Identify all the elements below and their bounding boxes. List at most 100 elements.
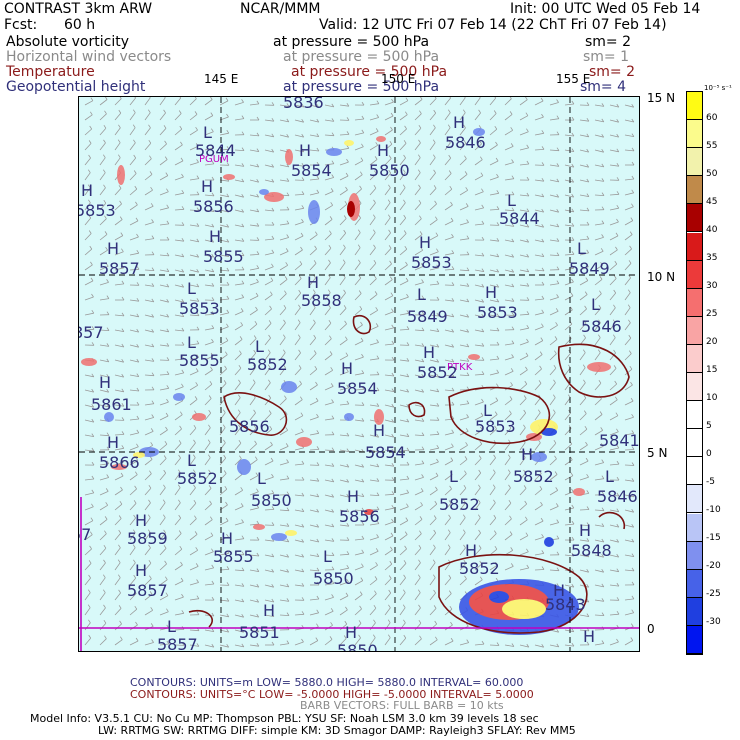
wind-barb-flag <box>314 245 317 250</box>
wind-barb <box>324 262 331 271</box>
wind-barb <box>84 264 93 271</box>
wind-barb-flag <box>208 409 212 414</box>
wind-barb-flag <box>600 427 604 431</box>
wind-barb-flag <box>136 429 140 434</box>
wind-barb <box>324 386 334 391</box>
wind-barb <box>204 629 214 632</box>
wind-barb <box>294 554 304 558</box>
wind-barb-flag <box>540 97 544 102</box>
wind-barb <box>579 599 589 603</box>
wind-barb-flag <box>241 598 245 603</box>
wind-barb <box>339 464 349 468</box>
wind-barb-flag <box>181 313 185 317</box>
wind-barb-flag <box>403 230 407 234</box>
wind-barb <box>204 412 212 421</box>
wind-barb-flag <box>331 508 335 513</box>
wind-barb-flag <box>463 499 466 504</box>
wind-barb <box>189 442 196 451</box>
wind-barb-flag <box>406 326 410 330</box>
wind-barb-flag <box>346 384 350 389</box>
wind-barb-flag <box>406 310 410 314</box>
wind-barb <box>114 98 122 106</box>
wind-barb <box>474 502 481 511</box>
wind-barb <box>189 239 199 243</box>
wind-barb-flag <box>631 430 635 434</box>
wind-barb-flag <box>91 293 94 298</box>
wind-barb-flag <box>556 238 560 242</box>
wind-barb <box>384 404 394 408</box>
wind-barb-flag <box>148 124 151 129</box>
wind-barb <box>204 284 214 287</box>
wind-barb <box>579 367 586 376</box>
wind-barb-flag <box>541 208 545 213</box>
colorbar-tick: 20 <box>706 337 718 347</box>
wind-barb-flag <box>106 403 110 408</box>
wind-barb-flag <box>224 365 227 370</box>
wind-barb <box>354 538 364 541</box>
wind-barb-flag <box>346 158 349 163</box>
wind-barb <box>114 188 122 196</box>
wind-barb <box>144 403 154 406</box>
high-marker: H <box>209 227 222 246</box>
wind-barb-flag <box>450 201 453 206</box>
wind-barb-flag <box>256 163 260 168</box>
wind-barb <box>564 281 574 286</box>
wind-barb <box>399 248 408 256</box>
wind-barb-flag <box>316 430 320 434</box>
station-label-ptkk: PTKK <box>447 362 473 373</box>
wind-barb-flag <box>151 313 155 318</box>
wind-barb-flag <box>508 484 511 489</box>
wind-barb <box>249 475 259 481</box>
wind-barb <box>264 397 272 406</box>
wind-barb-flag <box>523 409 527 414</box>
wind-barb <box>234 474 243 481</box>
wind-barb <box>339 355 349 361</box>
wind-barb <box>189 314 200 317</box>
wind-barb-flag <box>195 382 199 386</box>
wind-barb-flag <box>196 223 200 227</box>
wind-barb <box>84 114 93 121</box>
wind-barb-flag <box>586 148 590 153</box>
wind-barb-flag <box>194 410 197 414</box>
wind-barb-flag <box>196 268 200 273</box>
wind-barb <box>264 476 274 481</box>
wind-barb-flag <box>91 447 95 452</box>
wind-barb-flag <box>630 381 633 386</box>
wind-barb-flag <box>105 488 109 492</box>
wind-barb-flag <box>569 456 573 461</box>
wind-barb-flag <box>88 634 92 639</box>
wind-barb <box>519 284 529 287</box>
wind-barb <box>84 217 92 226</box>
wind-barb-flag <box>240 487 244 491</box>
wind-barb-flag <box>509 515 512 520</box>
wind-barb <box>384 592 392 601</box>
wind-barb-flag <box>373 199 376 204</box>
wind-barb <box>444 344 454 348</box>
colorbar-tick: -30 <box>706 617 721 627</box>
wind-barb-flag <box>419 215 422 219</box>
wind-barb-flag <box>451 415 455 420</box>
wind-barb <box>204 147 214 151</box>
wind-barb-flag <box>226 208 230 213</box>
wind-barb <box>294 104 304 108</box>
wind-barb <box>294 119 304 123</box>
wind-barb-flag <box>508 499 512 504</box>
wind-barb-flag <box>571 132 575 137</box>
wind-barb-flag <box>117 139 121 143</box>
wind-barb <box>339 147 349 151</box>
wind-barb-flag <box>346 117 350 121</box>
wind-barb-flag <box>496 173 499 178</box>
wind-barb-flag <box>451 443 454 447</box>
field-sm-temperature: sm= 2 <box>589 64 636 80</box>
wind-barb <box>99 187 106 196</box>
wind-barb-flag <box>420 488 424 492</box>
wind-barb <box>414 622 422 631</box>
wind-barb-flag <box>226 309 230 314</box>
wind-barb-flag <box>211 253 215 258</box>
wind-barb-flag <box>541 253 545 257</box>
wind-barb <box>159 443 168 451</box>
wind-barb-flag <box>616 191 620 195</box>
wind-barb <box>459 642 469 646</box>
wind-barb <box>99 234 108 241</box>
wind-barb <box>234 324 243 331</box>
